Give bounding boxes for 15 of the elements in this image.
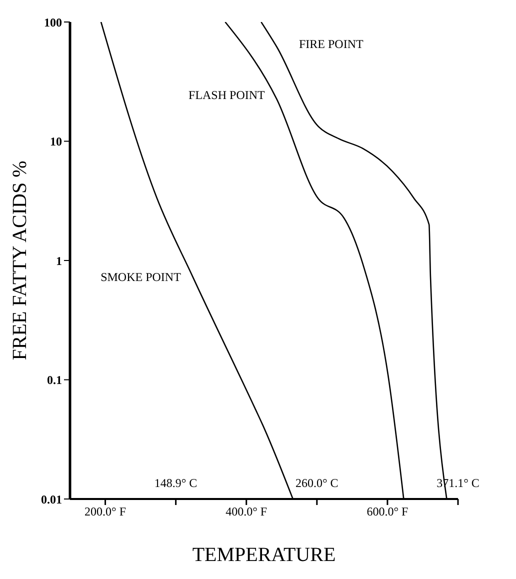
x2-tick-label: 260.0° C	[295, 476, 338, 490]
x-tick-label: 600.0° F	[366, 504, 409, 519]
y-tick-label: 0.01	[41, 492, 62, 506]
series-label: FLASH POINT	[188, 88, 266, 102]
x-axis-title: TEMPERATURE	[192, 544, 336, 566]
x2-tick-label: 148.9° C	[154, 476, 198, 490]
y-tick-label: 0.1	[47, 373, 62, 388]
y-tick-label: 1	[56, 254, 62, 268]
y-tick-label: 100	[44, 15, 62, 30]
series-label: FIRE POINT	[299, 37, 364, 51]
x-tick-label: 400.0° F	[226, 504, 268, 519]
y-axis-title: FREE FATTY ACIDS %	[9, 160, 31, 360]
x-tick-label: 200.0° F	[84, 504, 126, 519]
series-label: SMOKE POINT	[100, 270, 182, 284]
y-tick-label: 10	[50, 134, 62, 149]
